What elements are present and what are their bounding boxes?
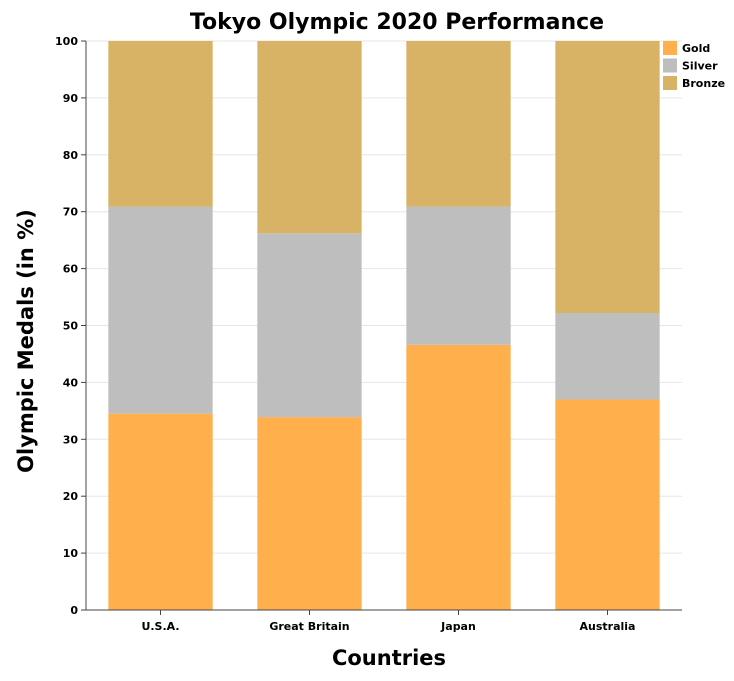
y-tick-label: 30 bbox=[63, 433, 79, 446]
bar-gold-great-britain bbox=[257, 417, 362, 610]
y-axis-ticks: 0 10 20 30 40 50 60 70 80 90 100 bbox=[55, 35, 86, 617]
x-tick-label: Japan bbox=[440, 620, 476, 633]
bar-bronze-u-s-a bbox=[108, 41, 213, 207]
y-tick-label: 80 bbox=[63, 149, 79, 162]
bar-silver-australia bbox=[555, 312, 660, 400]
y-tick-label: 0 bbox=[70, 604, 78, 617]
y-tick-label: 20 bbox=[63, 490, 79, 503]
bar-silver-great-britain bbox=[257, 233, 362, 418]
legend-label-silver: Silver bbox=[682, 60, 718, 73]
legend-label-gold: Gold bbox=[682, 42, 710, 55]
y-tick-label: 90 bbox=[63, 92, 79, 105]
y-tick-label: 70 bbox=[63, 206, 79, 219]
bar-silver-japan bbox=[406, 206, 511, 345]
legend-swatch-gold bbox=[663, 41, 677, 55]
y-axis-title: Olympic Medals (in %) bbox=[14, 209, 38, 473]
y-tick-label: 50 bbox=[63, 320, 79, 333]
y-tick-label: 60 bbox=[63, 263, 79, 276]
bar-silver-u-s-a bbox=[108, 206, 213, 414]
bar-bronze-japan bbox=[406, 41, 511, 207]
x-tick-label: Great Britain bbox=[269, 620, 349, 633]
x-axis-ticks: U.S.A. Great Britain Japan Australia bbox=[141, 610, 635, 633]
bar-bronze-australia bbox=[555, 41, 660, 313]
y-tick-label: 100 bbox=[55, 35, 78, 48]
chart-title: Tokyo Olympic 2020 Performance bbox=[190, 10, 604, 35]
x-tick-label: Australia bbox=[580, 620, 636, 633]
bar-gold-japan bbox=[406, 344, 511, 610]
y-tick-label: 40 bbox=[63, 376, 79, 389]
bar-gold-u-s-a bbox=[108, 413, 213, 610]
bars bbox=[108, 41, 660, 610]
legend-label-bronze: Bronze bbox=[682, 77, 725, 90]
x-axis-title: Countries bbox=[332, 646, 446, 670]
x-tick-label: U.S.A. bbox=[141, 620, 179, 633]
y-tick-label: 10 bbox=[63, 547, 79, 560]
bar-bronze-great-britain bbox=[257, 41, 362, 234]
legend: Gold Silver Bronze bbox=[663, 41, 725, 90]
legend-swatch-bronze bbox=[663, 76, 677, 90]
bar-gold-australia bbox=[555, 399, 660, 610]
legend-swatch-silver bbox=[663, 58, 677, 73]
